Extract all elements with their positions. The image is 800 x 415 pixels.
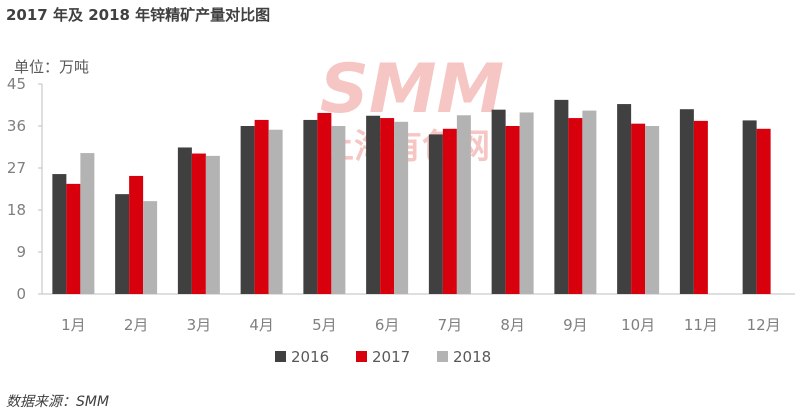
bar-2017: [442, 128, 457, 294]
bar-2016: [177, 147, 192, 294]
x-tick-label: 3月: [187, 316, 212, 334]
bar-2017: [317, 112, 332, 294]
bar-2016: [554, 99, 569, 294]
x-tick-label: 6月: [375, 316, 400, 334]
bar-2016: [742, 120, 757, 295]
legend-label-2018: 2018: [453, 348, 491, 366]
bar-2018: [331, 126, 346, 294]
bar-2018: [143, 201, 158, 294]
bar-2016: [366, 115, 381, 294]
bar-2018: [582, 110, 597, 294]
bar-2016: [679, 109, 694, 294]
bar-2017: [254, 119, 269, 294]
bar-2017: [191, 153, 206, 294]
chart-title: 2017 年及 2018 年锌精矿产量对比图: [6, 6, 271, 24]
y-tick-label: 0: [16, 285, 26, 303]
bar-2016: [52, 174, 67, 294]
bar-2017: [66, 183, 81, 294]
source-note: 数据来源：SMM: [6, 394, 110, 410]
bar-2016: [303, 119, 318, 294]
bar-2017: [505, 126, 520, 294]
bar-2018: [205, 155, 220, 294]
x-tick-label: 9月: [563, 316, 588, 334]
bar-2017: [380, 118, 395, 294]
y-tick-label: 45: [7, 75, 26, 93]
x-tick-label: 12月: [747, 316, 781, 334]
bar-2018: [394, 121, 409, 294]
x-tick-label: 11月: [684, 316, 718, 334]
bar-2018: [456, 115, 471, 295]
bar-2016: [491, 109, 506, 295]
bar-2016: [240, 126, 255, 294]
bar-2017: [568, 118, 583, 294]
bar-2017: [631, 123, 646, 295]
unit-label: 单位：万吨: [14, 58, 90, 76]
y-tick-label: 27: [7, 159, 26, 177]
x-tick-label: 4月: [249, 316, 274, 334]
x-tick-label: 10月: [621, 316, 655, 334]
watermark-logo: SMM: [320, 50, 504, 129]
bar-2016: [617, 104, 632, 294]
x-tick-label: 7月: [438, 316, 463, 334]
legend-swatch-2017: [356, 351, 367, 362]
x-tick-label: 5月: [312, 316, 337, 334]
bar-2017: [129, 175, 144, 294]
bar-2018: [519, 112, 534, 294]
x-tick-label: 8月: [500, 316, 525, 334]
legend-label-2017: 2017: [372, 348, 410, 366]
legend-swatch-2016: [275, 351, 286, 362]
bar-2018: [268, 129, 283, 294]
bar-2018: [645, 126, 660, 294]
legend-swatch-2018: [437, 351, 448, 362]
watermark: SMM 上海有色网: [320, 50, 504, 167]
x-tick-label: 2月: [124, 316, 149, 334]
bar-2017: [693, 120, 708, 294]
y-tick-label: 9: [16, 243, 26, 261]
y-tick-label: 36: [7, 117, 26, 135]
bar-2017: [756, 128, 771, 294]
bar-2016: [428, 134, 443, 294]
y-tick-label: 18: [7, 201, 26, 219]
legend-label-2016: 2016: [291, 348, 329, 366]
bar-2016: [115, 194, 130, 294]
bar-2018: [80, 153, 95, 294]
x-tick-label: 1月: [61, 316, 86, 334]
